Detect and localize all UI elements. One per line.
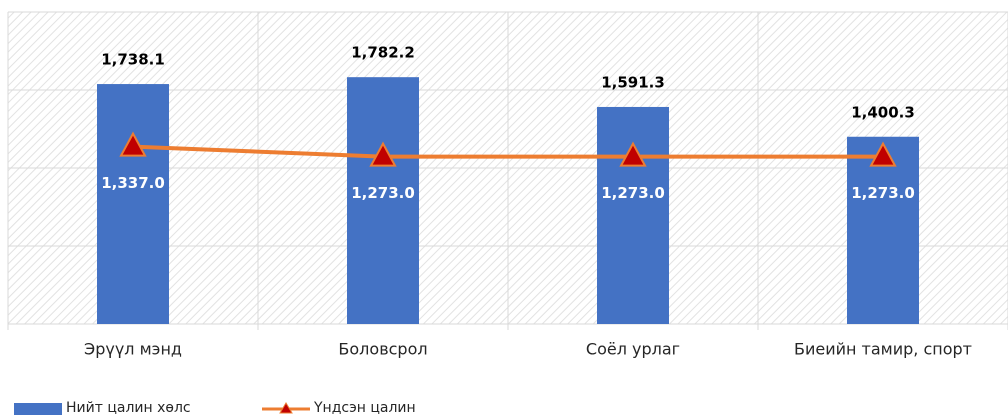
line-marker <box>619 141 647 167</box>
line-value-label: 1,337.0 <box>101 174 165 192</box>
x-tick-label: Соёл урлаг <box>586 340 680 359</box>
legend-swatch <box>14 403 62 415</box>
bar <box>597 106 669 324</box>
x-tick-label: Боловсрол <box>338 340 427 359</box>
line-value-label: 1,273.0 <box>851 184 915 202</box>
line-value-label: 1,273.0 <box>601 184 665 202</box>
legend-label: Нийт цалин хөлс <box>66 400 191 415</box>
bar <box>847 136 919 324</box>
bar <box>97 84 169 324</box>
legend-label: Үндсэн цалин <box>313 400 416 415</box>
bar-value-label: 1,782.2 <box>351 44 415 62</box>
line-marker <box>869 141 897 167</box>
line-series <box>132 144 883 159</box>
line-marker <box>119 131 147 157</box>
x-tick-label: Эрүүл мэнд <box>84 340 182 359</box>
legend-marker <box>279 402 293 414</box>
x-tick-label: Биеийн тамир, спорт <box>794 340 972 359</box>
line-value-label: 1,273.0 <box>351 184 415 202</box>
line-marker <box>369 141 397 167</box>
bar-value-label: 1,738.1 <box>101 51 165 69</box>
bar-value-label: 1,400.3 <box>851 103 915 121</box>
bar <box>347 77 419 324</box>
bar-value-label: 1,591.3 <box>601 73 665 91</box>
